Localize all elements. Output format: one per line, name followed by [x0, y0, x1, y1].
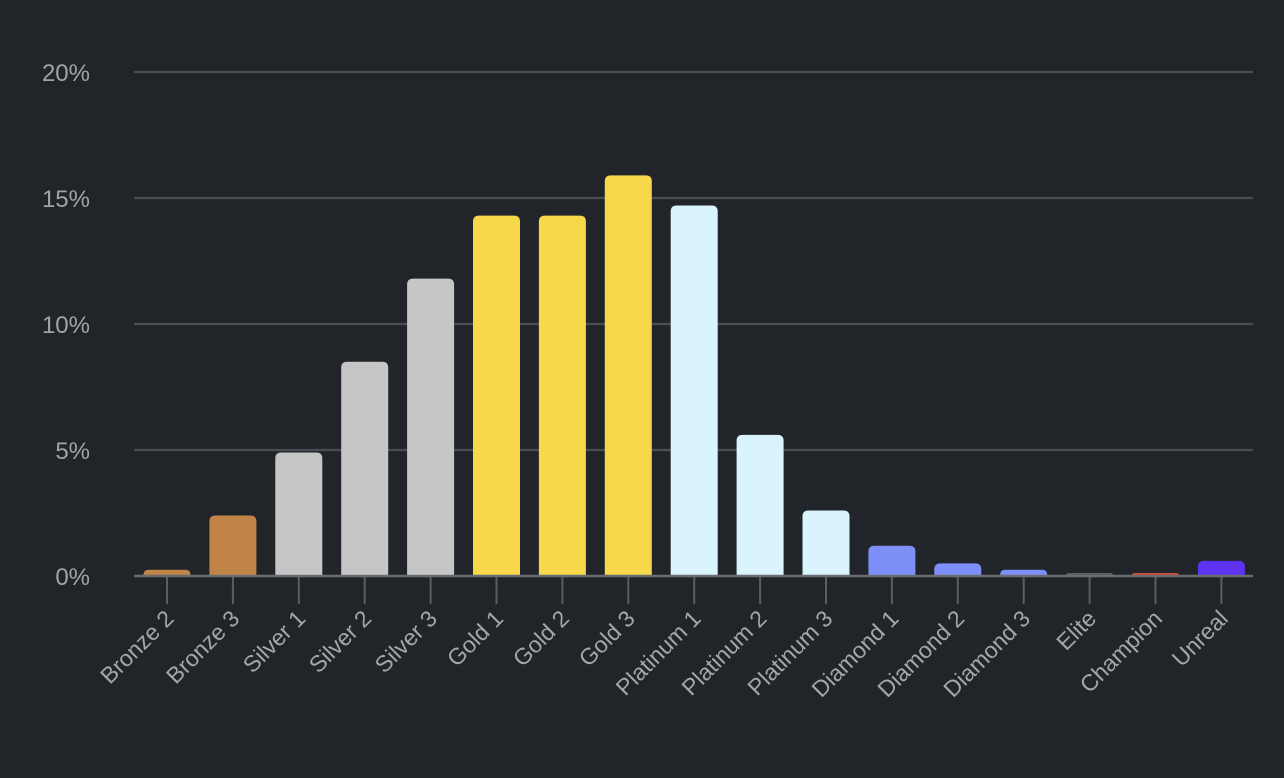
bar-platinum-3 [802, 510, 850, 576]
bar-platinum-1 [670, 205, 718, 576]
x-tick-label: Silver 3 [370, 605, 443, 678]
x-tick-label: Silver 1 [238, 605, 311, 678]
x-tick-label: Gold 1 [442, 605, 508, 671]
bar-bronze-3 [209, 515, 257, 576]
bar-platinum-2 [736, 434, 784, 576]
bar-silver-3 [407, 278, 455, 576]
bar-gold-3 [604, 175, 652, 576]
bar-diamond-1 [868, 545, 916, 576]
bar-gold-2 [538, 215, 586, 576]
bar-diamond-3 [1000, 569, 1048, 576]
bar-silver-2 [341, 361, 389, 576]
bars [143, 175, 1245, 576]
x-tick-label: Silver 2 [304, 605, 377, 678]
bar-gold-1 [473, 215, 520, 576]
x-tick-label: Gold 2 [508, 605, 574, 671]
y-tick-label: 15% [42, 186, 90, 213]
bar-silver-1 [275, 452, 323, 576]
x-tick-label: Bronze 3 [161, 605, 244, 688]
y-tick-label: 10% [42, 312, 90, 339]
bar-diamond-2 [934, 563, 982, 576]
y-tick-label: 5% [55, 438, 90, 465]
bar-bronze-2 [143, 569, 191, 576]
x-tick-label: Unreal [1167, 605, 1233, 671]
y-tick-label: 20% [42, 60, 90, 87]
bar-unreal [1197, 560, 1245, 576]
x-tick-label: Elite [1051, 605, 1101, 655]
y-axis-ticks: 0% 5% 10% 15% 20% [42, 60, 90, 591]
y-tick-label: 0% [55, 564, 90, 591]
x-axis [134, 574, 1253, 604]
